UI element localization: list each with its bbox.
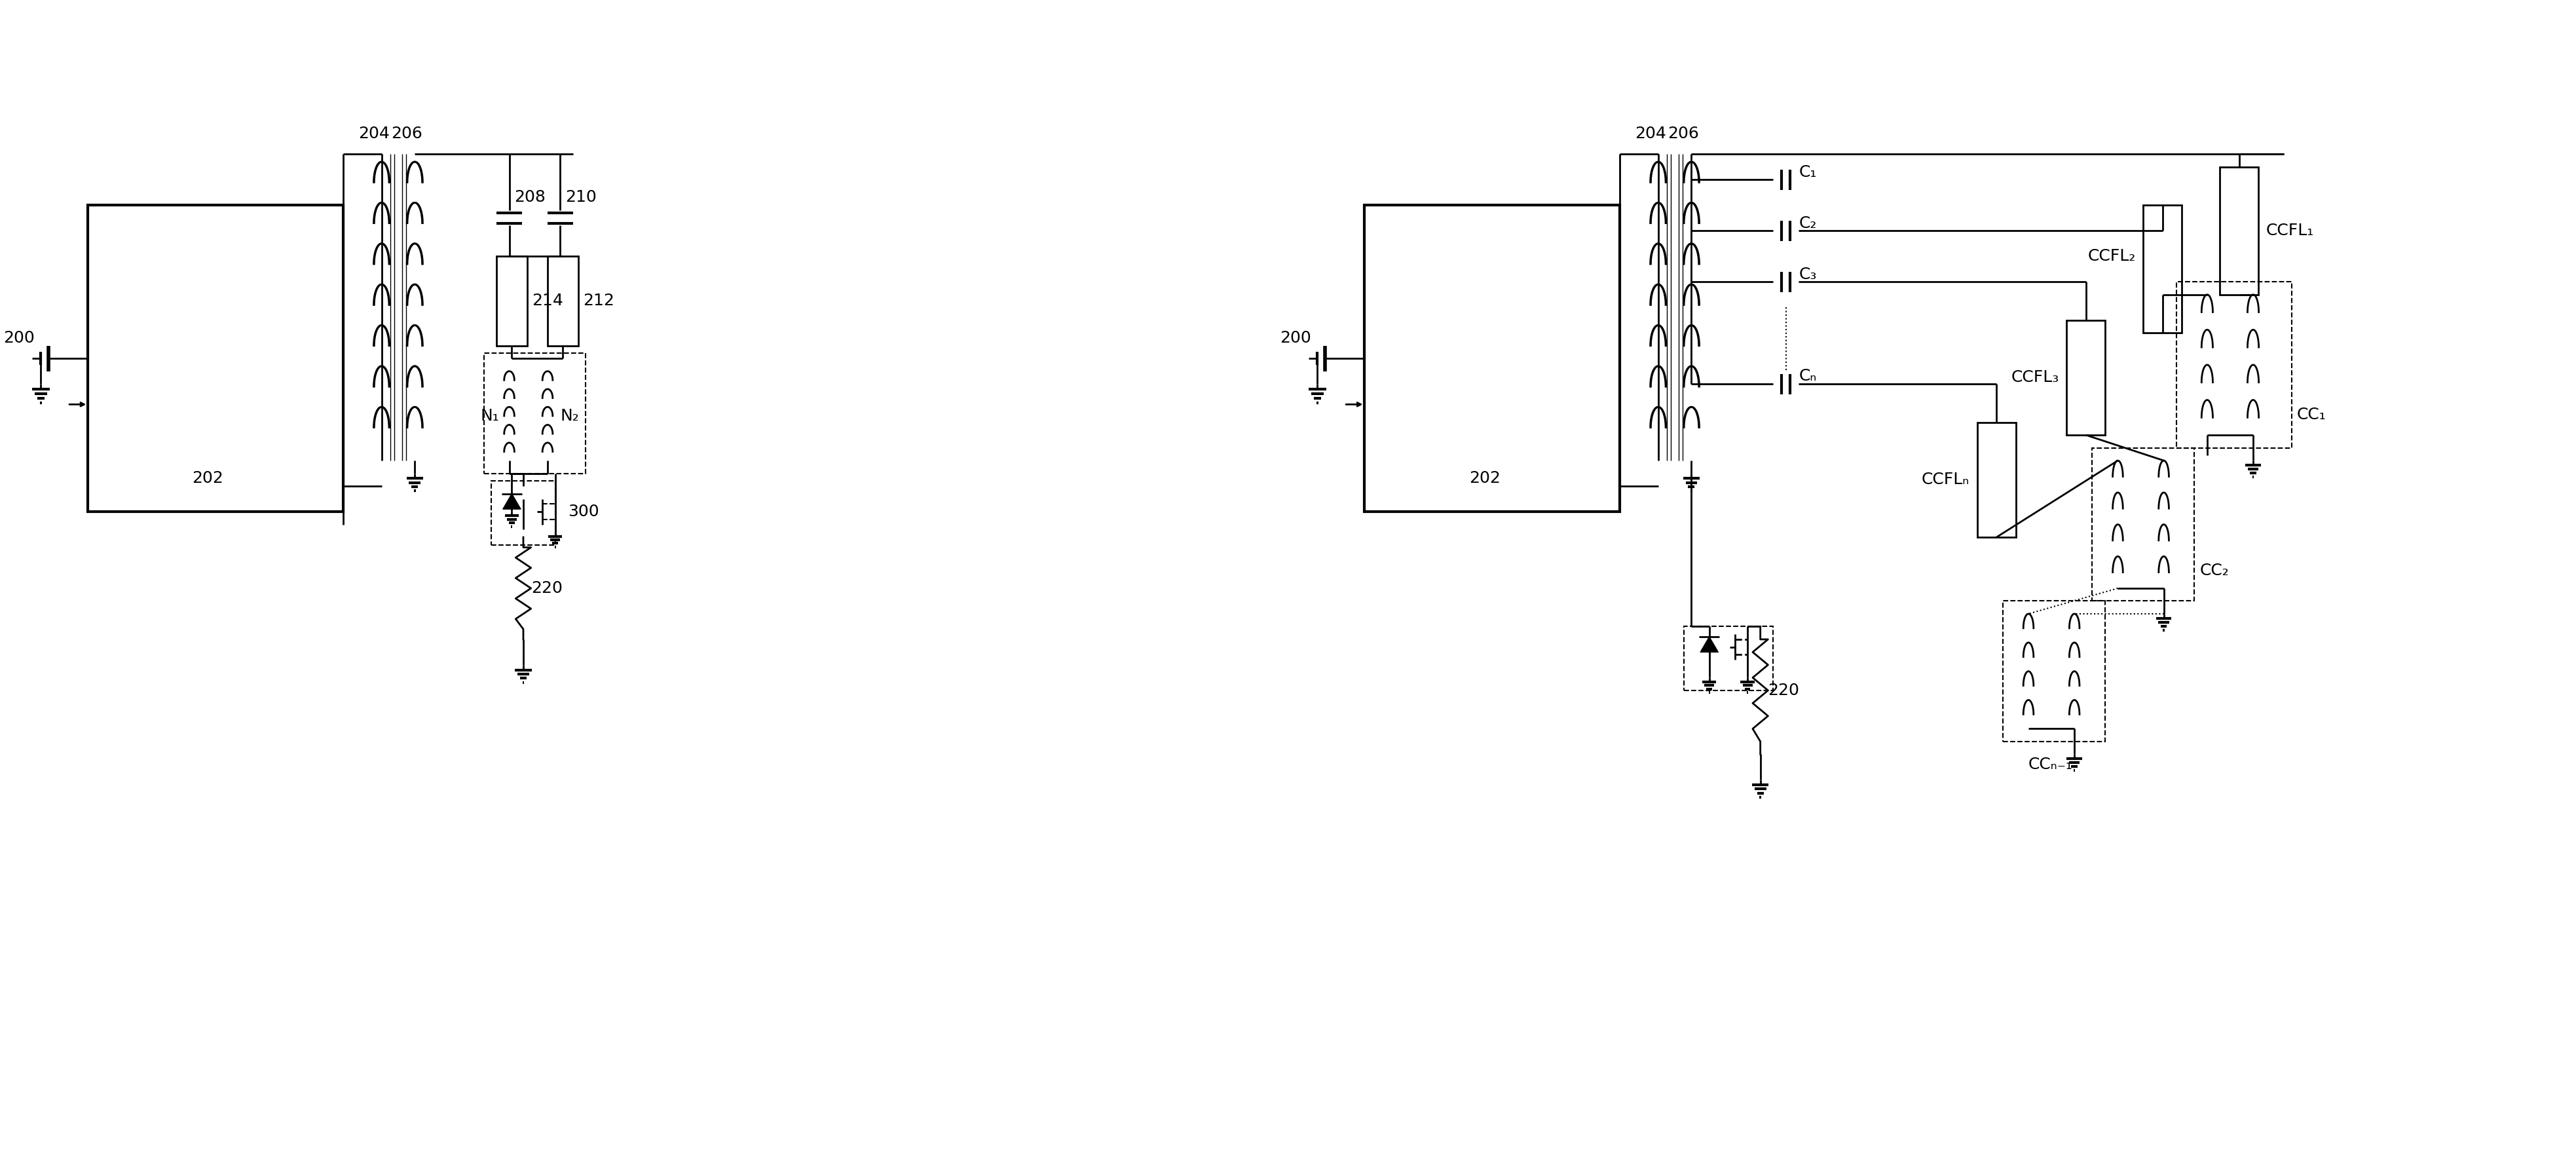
- Bar: [549, 257, 577, 345]
- Bar: [2004, 601, 2105, 741]
- Text: N₂: N₂: [562, 409, 580, 424]
- Text: 206: 206: [392, 125, 422, 142]
- Bar: [1978, 422, 2014, 538]
- Text: 208: 208: [515, 190, 546, 205]
- Text: C₃: C₃: [1798, 266, 1816, 282]
- Text: N₁: N₁: [479, 409, 500, 424]
- Text: C₂: C₂: [1798, 215, 1816, 231]
- Text: 210: 210: [564, 190, 598, 205]
- Bar: [2177, 282, 2293, 448]
- Text: CCFLₙ: CCFLₙ: [1922, 472, 1971, 488]
- Text: 200: 200: [1280, 330, 1311, 345]
- Text: 204: 204: [1636, 125, 1667, 142]
- Text: CCFL₂: CCFL₂: [2087, 249, 2136, 264]
- Polygon shape: [1700, 637, 1718, 653]
- Text: 204: 204: [358, 125, 389, 142]
- Text: 300: 300: [567, 504, 600, 519]
- Text: CC₁: CC₁: [2298, 406, 2326, 422]
- Bar: [484, 353, 585, 473]
- Text: 202: 202: [193, 471, 224, 486]
- Text: 202: 202: [1468, 471, 1499, 486]
- Text: 200: 200: [3, 330, 33, 345]
- Text: CCFL₁: CCFL₁: [2267, 223, 2313, 238]
- Text: 220: 220: [531, 580, 562, 596]
- Text: CCₙ₋₁: CCₙ₋₁: [2027, 757, 2074, 772]
- Bar: [1365, 205, 1620, 512]
- Text: 220: 220: [1767, 683, 1801, 699]
- Bar: [2066, 320, 2105, 435]
- Bar: [492, 481, 556, 544]
- Bar: [2092, 448, 2195, 601]
- Bar: [2221, 167, 2259, 295]
- Text: CCFL₃: CCFL₃: [2012, 369, 2058, 386]
- Text: CC₂: CC₂: [2200, 563, 2228, 578]
- Bar: [2143, 205, 2182, 333]
- Text: 206: 206: [1667, 125, 1700, 142]
- Bar: [88, 205, 343, 512]
- Text: 212: 212: [582, 294, 616, 308]
- Bar: [497, 257, 528, 345]
- Polygon shape: [502, 494, 520, 509]
- Text: 214: 214: [533, 294, 564, 308]
- Text: Cₙ: Cₙ: [1798, 368, 1816, 384]
- Bar: [1685, 626, 1772, 691]
- Text: C₁: C₁: [1798, 165, 1816, 180]
